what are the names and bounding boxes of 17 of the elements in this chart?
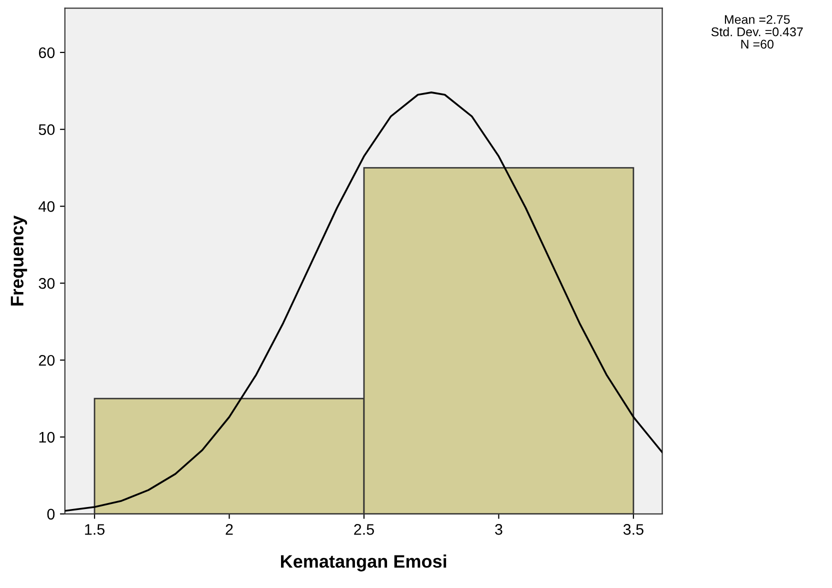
x-tick-label: 2 bbox=[226, 524, 233, 535]
y-tick-label: 40 bbox=[38, 201, 55, 212]
y-tick-label: 50 bbox=[38, 124, 55, 136]
y-tick-label: 30 bbox=[38, 278, 55, 289]
y-tick-label: 60 bbox=[38, 47, 55, 58]
text: N =60 bbox=[741, 40, 774, 49]
x-tick-label: 2.5 bbox=[354, 524, 374, 535]
text: Mean =2.75 bbox=[724, 15, 790, 24]
y-tick-label: 20 bbox=[38, 354, 55, 366]
y-tick-label: 0 bbox=[47, 508, 55, 520]
text: Std. Dev. =0.437 bbox=[711, 27, 803, 36]
x-axis-title: Kematangan Emosi bbox=[281, 554, 446, 572]
y-tick-label: 10 bbox=[39, 432, 55, 443]
x-tick-label: 3 bbox=[495, 524, 502, 535]
x-tick-label: 1.5 bbox=[85, 524, 105, 535]
y-axis-title: Frequency bbox=[10, 216, 28, 306]
x-tick-label: 3.5 bbox=[623, 524, 644, 535]
